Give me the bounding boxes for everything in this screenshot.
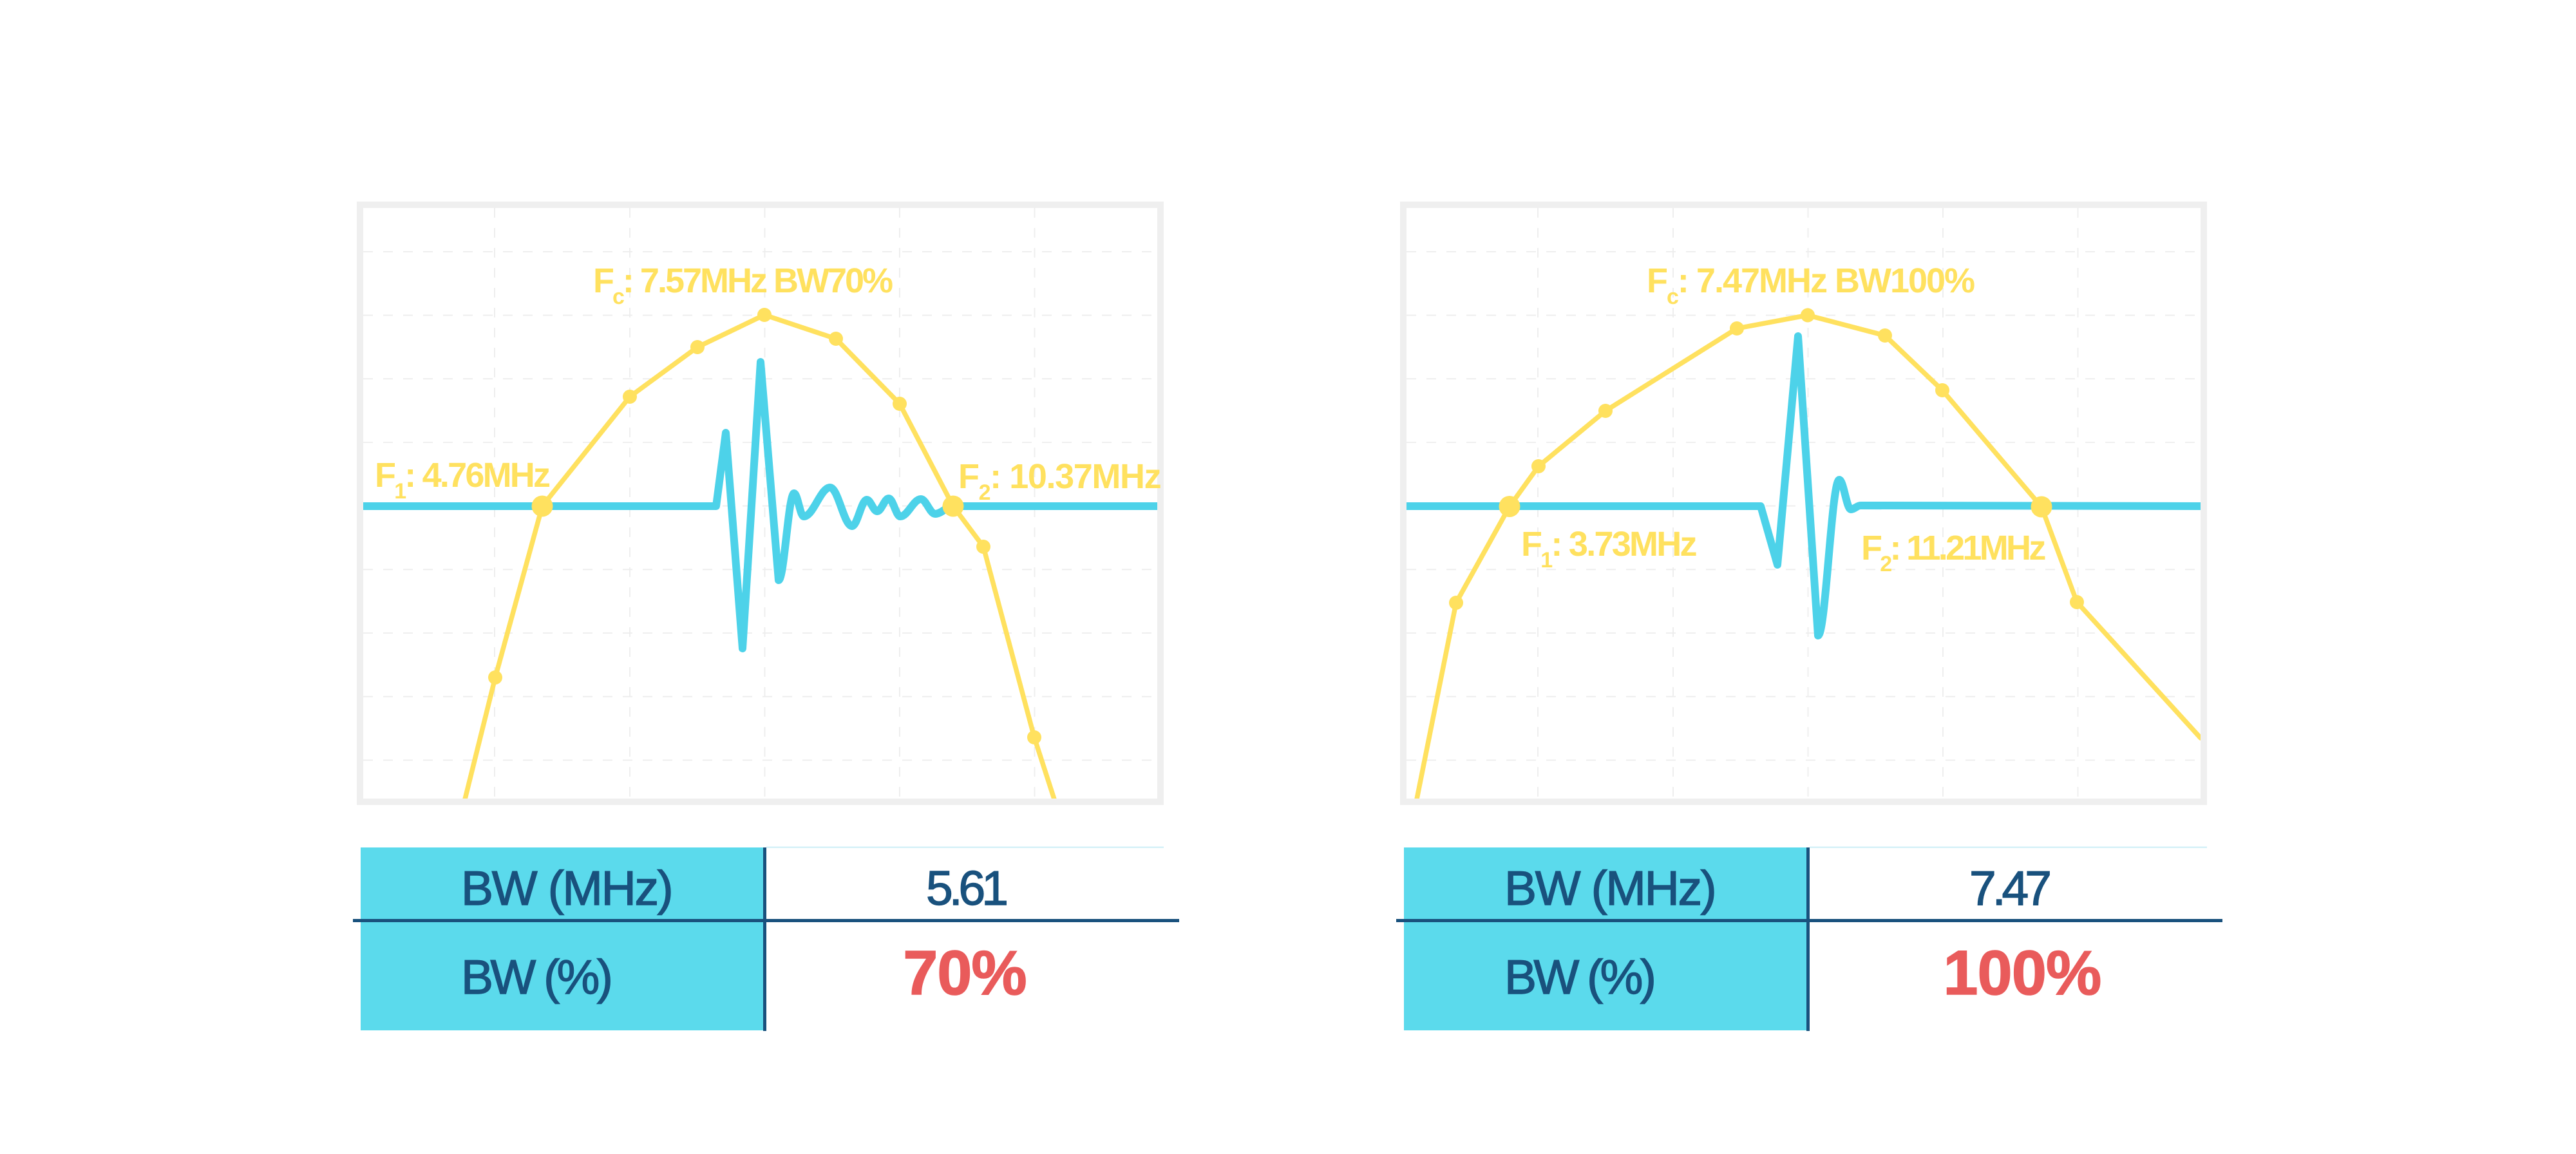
svg-text:BW (MHz): BW (MHz) bbox=[1504, 861, 1715, 915]
svg-text:BW (%): BW (%) bbox=[1504, 950, 1654, 1004]
svg-text:100%: 100% bbox=[1943, 938, 2101, 1008]
svg-text:F2: 11.21MHz: F2: 11.21MHz bbox=[1861, 529, 2045, 576]
svg-text:7.47: 7.47 bbox=[1969, 861, 2049, 915]
svg-text:BW (%): BW (%) bbox=[461, 950, 611, 1004]
svg-text:F2: 10.37MHz: F2: 10.37MHz bbox=[958, 457, 1161, 505]
svg-text:70%: 70% bbox=[903, 938, 1026, 1008]
svg-text:F1: 3.73MHz: F1: 3.73MHz bbox=[1521, 525, 1696, 572]
svg-text:BW (MHz): BW (MHz) bbox=[461, 861, 672, 915]
svg-text:F1: 4.76MHz: F1: 4.76MHz bbox=[375, 456, 550, 504]
svg-text:Fc: 7.57MHz BW70%: Fc: 7.57MHz BW70% bbox=[593, 261, 893, 309]
svg-text:5.61: 5.61 bbox=[926, 861, 1007, 915]
svg-text:Fc: 7.47MHz BW100%: Fc: 7.47MHz BW100% bbox=[1647, 261, 1975, 309]
